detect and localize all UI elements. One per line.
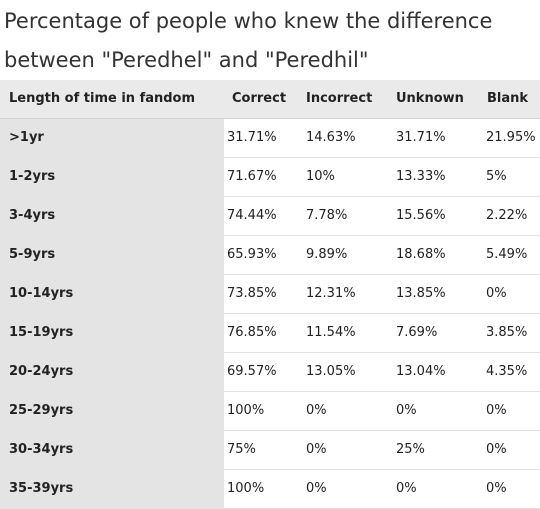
cell-incorrect: 0% [302, 469, 392, 509]
row-label: 25-29yrs [0, 391, 224, 431]
cell-blank: 4.35% [481, 352, 540, 392]
row-label: 10-14yrs [0, 274, 224, 314]
cell-unknown: 0% [392, 469, 481, 509]
cell-unknown: 7.69% [392, 313, 481, 353]
cell-incorrect: 9.89% [302, 235, 392, 275]
table-row: 5-9yrs 65.93% 9.89% 18.68% 5.49% [0, 235, 540, 275]
cell-unknown: 0% [392, 391, 481, 431]
row-label: 35-39yrs [0, 469, 224, 509]
cell-unknown: 18.68% [392, 235, 481, 275]
row-label: 5-9yrs [0, 235, 224, 275]
cell-correct: 65.93% [224, 235, 302, 275]
cell-incorrect: 11.54% [302, 313, 392, 353]
cell-incorrect: 13.05% [302, 352, 392, 392]
column-header-blank: Blank [481, 80, 540, 119]
header-row: Length of time in fandom Correct Incorre… [0, 80, 540, 119]
cell-correct: 74.44% [224, 196, 302, 236]
cell-unknown: 13.85% [392, 274, 481, 314]
cell-blank: 0% [481, 274, 540, 314]
cell-blank: 3.85% [481, 313, 540, 353]
column-header-length: Length of time in fandom [0, 80, 224, 119]
table-body: >1yr 31.71% 14.63% 31.71% 21.95% 1-2yrs 71.67%… [0, 118, 540, 509]
cell-correct: 71.67% [224, 157, 302, 197]
column-header-correct: Correct [224, 80, 302, 119]
cell-blank: 0% [481, 391, 540, 431]
row-label: >1yr [0, 118, 224, 158]
cell-correct: 73.85% [224, 274, 302, 314]
cell-unknown: 13.04% [392, 352, 481, 392]
cell-correct: 75% [224, 430, 302, 470]
row-label: 15-19yrs [0, 313, 224, 353]
cell-blank: 2.22% [481, 196, 540, 236]
table-row: 35-39yrs 100% 0% 0% 0% [0, 469, 540, 509]
cell-blank: 5% [481, 157, 540, 197]
column-header-unknown: Unknown [392, 80, 481, 119]
cell-unknown: 15.56% [392, 196, 481, 236]
column-header-incorrect: Incorrect [302, 80, 392, 119]
cell-incorrect: 7.78% [302, 196, 392, 236]
table-header: Length of time in fandom Correct Incorre… [0, 80, 540, 119]
cell-blank: 0% [481, 430, 540, 470]
row-label: 30-34yrs [0, 430, 224, 470]
table-row: 30-34yrs 75% 0% 25% 0% [0, 430, 540, 470]
table-row: 10-14yrs 73.85% 12.31% 13.85% 0% [0, 274, 540, 314]
row-label: 20-24yrs [0, 352, 224, 392]
table-row: 20-24yrs 69.57% 13.05% 13.04% 4.35% [0, 352, 540, 392]
cell-unknown: 25% [392, 430, 481, 470]
cell-correct: 100% [224, 469, 302, 509]
row-label: 1-2yrs [0, 157, 224, 197]
cell-blank: 21.95% [481, 118, 540, 158]
results-table: Length of time in fandom Correct Incorre… [0, 80, 540, 509]
cell-incorrect: 12.31% [302, 274, 392, 314]
cell-unknown: 13.33% [392, 157, 481, 197]
table-row: 1-2yrs 71.67% 10% 13.33% 5% [0, 157, 540, 197]
table-row: 3-4yrs 74.44% 7.78% 15.56% 2.22% [0, 196, 540, 236]
table-row: >1yr 31.71% 14.63% 31.71% 21.95% [0, 118, 540, 158]
cell-correct: 76.85% [224, 313, 302, 353]
cell-incorrect: 0% [302, 391, 392, 431]
table-title: Percentage of people who knew the differ… [4, 9, 493, 72]
cell-incorrect: 0% [302, 430, 392, 470]
cell-blank: 0% [481, 469, 540, 509]
cell-correct: 100% [224, 391, 302, 431]
cell-blank: 5.49% [481, 235, 540, 275]
cell-correct: 31.71% [224, 118, 302, 158]
cell-incorrect: 14.63% [302, 118, 392, 158]
cell-incorrect: 10% [302, 157, 392, 197]
table-row: 15-19yrs 76.85% 11.54% 7.69% 3.85% [0, 313, 540, 353]
table-row: 25-29yrs 100% 0% 0% 0% [0, 391, 540, 431]
cell-correct: 69.57% [224, 352, 302, 392]
cell-unknown: 31.71% [392, 118, 481, 158]
row-label: 3-4yrs [0, 196, 224, 236]
